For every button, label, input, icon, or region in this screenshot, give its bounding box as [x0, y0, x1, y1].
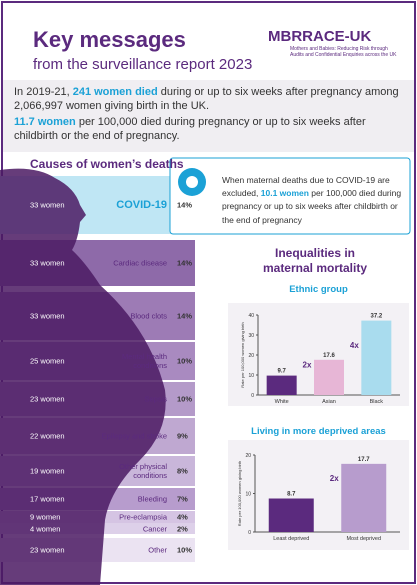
bar [268, 498, 314, 532]
y-axis-label: Rate per 100,000 women giving birth [237, 461, 242, 526]
row-count: 4 women [30, 524, 61, 533]
row-cause: Other [148, 545, 167, 555]
logo: MBRRACE-UK [268, 28, 372, 45]
row-count: 22 women [30, 431, 65, 441]
y-tick-label: 20 [248, 353, 254, 359]
row-percent: 14% [177, 258, 193, 268]
silhouette [0, 168, 166, 585]
text: per 100,000 died during pregnancy or up … [222, 188, 402, 225]
y-tick-label: 40 [248, 313, 254, 319]
text: In 2019-21, [14, 86, 73, 98]
row-count: 9 women [30, 512, 61, 522]
virus-core [186, 176, 198, 188]
row-cause: Cardiac disease [113, 258, 167, 268]
row-count: 23 women [30, 545, 65, 555]
highlight: 10.1 women [260, 188, 309, 199]
row-count: 33 women [30, 258, 65, 268]
row-count: 33 women [30, 311, 65, 321]
summary-line: In 2019-21, 241 women died during or up … [14, 86, 404, 114]
value-label: 17.6 [323, 353, 335, 359]
row-cause: COVID-19 [116, 199, 167, 211]
value-label: 37.2 [370, 314, 382, 320]
row-count: 17 women [30, 494, 65, 504]
bar [266, 375, 297, 395]
annotation: 4x [350, 341, 359, 350]
row-cause: Mental health conditions [121, 352, 167, 370]
text: during or up to six weeks after pregnanc… [14, 86, 399, 112]
y-tick-label: 0 [251, 393, 254, 399]
covid-box [169, 157, 411, 235]
x-tick-label: White [275, 399, 289, 405]
row-percent: 8% [177, 466, 188, 476]
row-percent: 2% [177, 524, 188, 533]
row-percent: 14% [177, 200, 193, 210]
row-cause: Pre-eclampsia [119, 512, 167, 522]
value-label: 8.7 [287, 492, 296, 498]
summary-box [3, 80, 414, 152]
section-title: Causes of women’s deaths [30, 157, 184, 171]
row-count: 19 women [30, 466, 65, 476]
row-percent: 4% [177, 512, 188, 522]
y-tick-label: 30 [248, 333, 254, 339]
y-tick-label: 10 [248, 373, 254, 379]
row-cause: Epilepsy and stroke [101, 431, 167, 441]
chart-title: Living in more deprived areas [251, 426, 386, 437]
row-percent: 9% [177, 431, 188, 441]
annotation: 2x [303, 361, 312, 370]
row-count: 23 women [30, 394, 65, 404]
summary-line: 11.7 women per 100,000 died during pregn… [14, 116, 404, 144]
section-title: Inequalities in maternal mortality [262, 246, 368, 275]
covid-note: When maternal deaths due to COVID-19 are… [222, 174, 402, 227]
title: Key messages [33, 27, 186, 52]
row-percent: 10% [177, 545, 193, 555]
y-tick-label: 20 [245, 453, 251, 459]
row-percent: 10% [177, 394, 193, 404]
row-cause: Cancer [142, 524, 167, 533]
row-percent: 7% [177, 494, 188, 504]
chart-title: Ethnic group [289, 284, 348, 295]
annotation: 2x [330, 474, 339, 483]
row-cause: Other physical conditions [119, 462, 167, 480]
y-tick-label: 10 [245, 492, 251, 498]
bar [341, 463, 387, 532]
row-cause: Sepsis [144, 394, 167, 404]
row-count: 25 women [30, 356, 65, 366]
row-cause: Bleeding [137, 494, 167, 504]
x-tick-label: Least deprived [273, 536, 309, 542]
row-percent: 14% [177, 311, 193, 321]
x-tick-label: Most deprived [346, 536, 381, 542]
highlight: 241 women died [72, 86, 158, 98]
y-tick-label: 0 [248, 530, 251, 536]
bar [314, 359, 344, 395]
text: When maternal deaths due to COVID-19 are… [222, 175, 390, 199]
y-axis-label: Rate per 100,000 women giving birth [240, 322, 245, 387]
value-label: 9.7 [277, 369, 286, 375]
logo-tagline: Mothers and Babies: Reducing Risk throug… [290, 46, 397, 59]
text: per 100,000 died during pregnancy or up … [14, 116, 366, 142]
subtitle: from the surveillance report 2023 [33, 56, 253, 73]
row-percent: 10% [177, 356, 193, 366]
bar [361, 320, 392, 395]
row-count: 33 women [30, 200, 65, 210]
x-tick-label: Asian [322, 399, 336, 405]
x-tick-label: Black [370, 399, 384, 405]
value-label: 17.7 [358, 457, 370, 463]
highlight: 11.7 women [14, 116, 76, 128]
row-cause: Blood clots [130, 311, 167, 321]
